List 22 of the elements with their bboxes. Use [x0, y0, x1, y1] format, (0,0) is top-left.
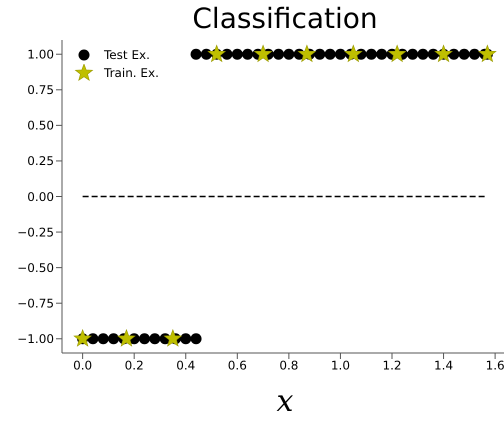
y-tick-label: 0.25 [27, 154, 54, 168]
y-tick-label: 0.00 [27, 190, 54, 204]
y-tick-label: 0.75 [27, 83, 54, 98]
y-tick-label: −0.50 [17, 260, 54, 275]
chart-title: Classification [191, 2, 379, 35]
x-tick-label: 1.2 [382, 358, 402, 373]
y-tick-label: 1.00 [27, 47, 54, 62]
y-tick-label: −1.00 [17, 332, 54, 346]
legend-label: Test Ex. [104, 47, 150, 64]
y-tick-label: −0.25 [17, 225, 54, 240]
x-tick-label: 0.2 [124, 358, 144, 373]
x-tick-label: 1.4 [434, 358, 454, 373]
x-tick-label: 0.8 [279, 358, 298, 373]
y-tick-label: 0.50 [27, 118, 54, 133]
x-tick-label: 1.6 [486, 358, 504, 373]
x-tick-label: 0.4 [176, 358, 196, 373]
x-tick-label: 0.0 [73, 358, 92, 373]
x-tick-label: 0.6 [228, 358, 247, 373]
x-axis-title: x [276, 384, 294, 419]
x-tick-label: 1.0 [330, 358, 350, 373]
y-tick-label: −0.75 [17, 296, 54, 310]
legend-label: Train. Ex. [104, 65, 159, 82]
